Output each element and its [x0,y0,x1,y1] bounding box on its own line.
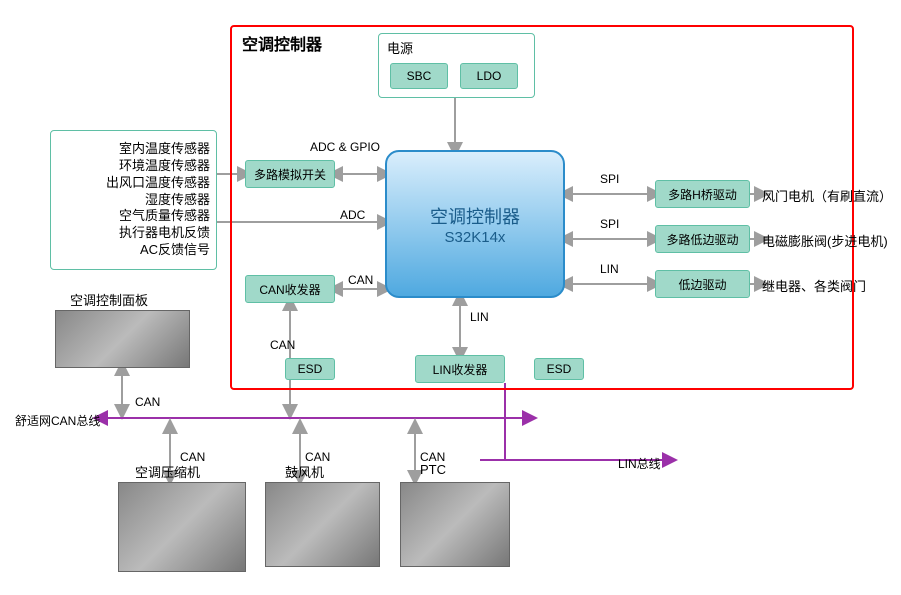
power-label: 电源 [387,38,413,57]
label-can-1: CAN [348,273,373,287]
panel-label: 空调控制面板 [70,290,148,309]
ldo-label: LDO [477,69,502,83]
mux-block: 多路模拟开关 [245,160,335,188]
label-lin-2: LIN [600,262,619,276]
mcu-block: 空调控制器 S32K14x [385,150,565,298]
sensor-item: 环境温度传感器 [119,158,210,175]
sensor-item: 执行器电机反馈 [119,225,210,242]
mcu-line2: S32K14x [445,229,506,246]
compressor-label: 空调压缩机 [135,462,200,481]
can-trx-label: CAN收发器 [259,281,320,298]
sbc-label: SBC [407,69,432,83]
esd2-block: ESD [534,358,584,380]
label-lin-1: LIN [470,310,489,324]
lowside2-label: 低边驱动 [678,276,726,293]
output-relay: 继电器、各类阀门 [762,276,866,295]
esd1-label: ESD [298,362,323,376]
esd2-label: ESD [547,362,572,376]
output-valve: 电磁膨胀阀(步进电机) [762,231,888,250]
label-adc: ADC [340,208,365,222]
lowside2-block: 低边驱动 [655,270,750,298]
blower-photo [265,482,380,567]
can-transceiver-block: CAN收发器 [245,275,335,303]
lowside1-label: 多路低边驱动 [666,231,738,248]
sensors-block: 室内温度传感器环境温度传感器出风口温度传感器湿度传感器空气质量传感器执行器电机反… [50,130,217,270]
lin-transceiver-block: LIN收发器 [415,355,505,383]
sensor-item: 湿度传感器 [145,192,210,209]
mcu-line1: 空调控制器 [430,203,520,229]
sensor-item: 出风口温度传感器 [106,175,210,192]
output-motor: 风门电机（有刷直流） [762,186,892,205]
label-adc-gpio: ADC & GPIO [310,140,380,154]
hbridge-label: 多路H桥驱动 [668,186,737,203]
lin-trx-label: LIN收发器 [433,361,488,378]
controller-title: 空调控制器 [242,31,322,55]
sensor-item: 空气质量传感器 [119,208,210,225]
ptc-photo [400,482,510,567]
esd1-block: ESD [285,358,335,380]
lowside1-block: 多路低边驱动 [655,225,750,253]
ptc-label: PTC [420,462,446,477]
label-can-3: CAN [135,395,160,409]
mux-label: 多路模拟开关 [254,166,326,183]
sbc-block: SBC [390,63,448,89]
label-spi-1: SPI [600,172,619,186]
sensor-item: AC反馈信号 [140,242,210,259]
can-bus-label: 舒适网CAN总线 [15,412,100,429]
panel-photo [55,310,190,368]
label-can-2: CAN [270,338,295,352]
label-spi-2: SPI [600,217,619,231]
ldo-block: LDO [460,63,518,89]
blower-label: 鼓风机 [285,462,324,481]
hbridge-block: 多路H桥驱动 [655,180,750,208]
lin-bus-label: LIN总线 [618,455,661,472]
compressor-photo [118,482,246,572]
sensor-item: 室内温度传感器 [119,141,210,158]
